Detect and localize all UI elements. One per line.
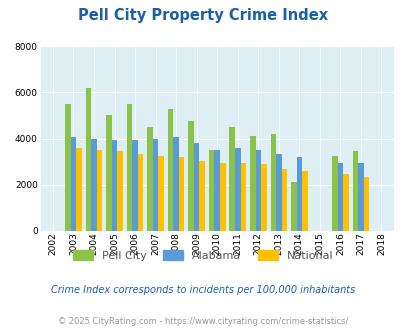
Bar <box>106 115 111 231</box>
Bar <box>234 148 240 231</box>
Bar <box>209 150 214 231</box>
Bar <box>220 163 225 231</box>
Bar <box>270 134 275 231</box>
Bar <box>255 150 260 231</box>
Bar <box>111 140 117 231</box>
Bar <box>337 163 342 231</box>
Bar <box>352 151 357 231</box>
Bar <box>138 154 143 231</box>
Bar <box>132 140 138 231</box>
Bar <box>290 182 296 231</box>
Bar <box>194 143 199 231</box>
Bar <box>65 104 70 231</box>
Bar <box>281 169 286 231</box>
Bar <box>147 127 152 231</box>
Bar <box>301 171 307 231</box>
Bar <box>342 174 348 231</box>
Text: © 2025 CityRating.com - https://www.cityrating.com/crime-statistics/: © 2025 CityRating.com - https://www.city… <box>58 317 347 326</box>
Bar <box>173 137 179 231</box>
Legend: Pell City, Alabama, National: Pell City, Alabama, National <box>68 246 337 265</box>
Bar <box>179 157 184 231</box>
Bar <box>76 148 81 231</box>
Text: Pell City Property Crime Index: Pell City Property Crime Index <box>78 8 327 23</box>
Bar <box>229 127 234 231</box>
Bar <box>96 150 102 231</box>
Bar <box>296 157 301 231</box>
Bar <box>188 121 194 231</box>
Bar <box>126 104 132 231</box>
Bar <box>240 163 245 231</box>
Bar <box>357 163 363 231</box>
Bar <box>70 137 76 231</box>
Bar <box>260 164 266 231</box>
Bar <box>363 177 369 231</box>
Bar <box>275 154 281 231</box>
Text: Crime Index corresponds to incidents per 100,000 inhabitants: Crime Index corresponds to incidents per… <box>51 285 354 295</box>
Bar <box>167 109 173 231</box>
Bar <box>91 139 96 231</box>
Bar <box>158 156 164 231</box>
Bar <box>152 139 158 231</box>
Bar <box>331 156 337 231</box>
Bar <box>249 136 255 231</box>
Bar <box>85 88 91 231</box>
Bar <box>199 160 205 231</box>
Bar <box>214 150 220 231</box>
Bar <box>117 151 123 231</box>
